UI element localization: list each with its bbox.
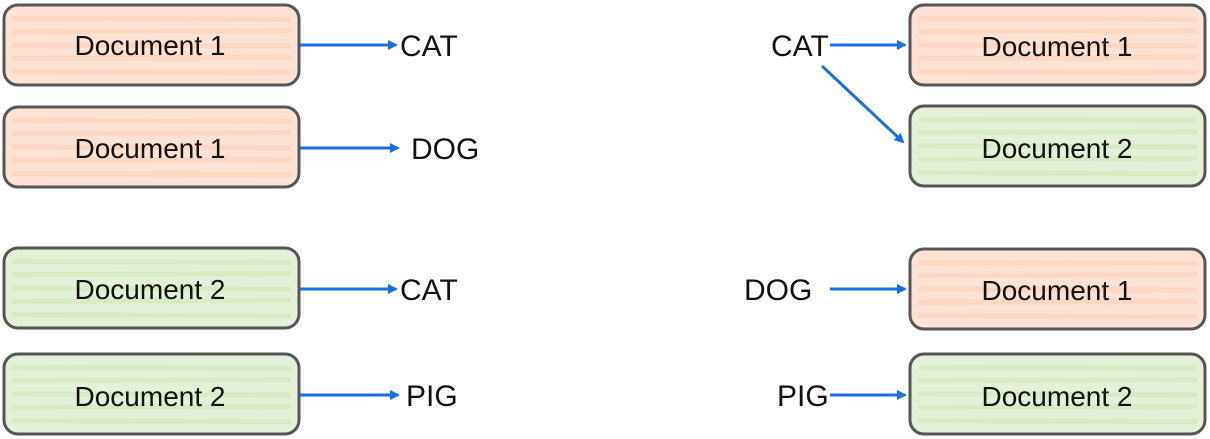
- left-row: Document 1 CAT: [2, 3, 458, 87]
- fill-stripe: [917, 313, 1198, 320]
- document-label: Document 1: [982, 275, 1133, 306]
- document-label: Document 1: [75, 133, 226, 164]
- left-row: Document 2 CAT: [2, 246, 458, 330]
- fill-stripe: [11, 418, 292, 425]
- fill-stripe: [11, 15, 292, 22]
- fill-stripe: [11, 364, 292, 371]
- fill-stripe: [917, 155, 1198, 162]
- fill-stripe: [11, 297, 292, 304]
- fill-stripe: [917, 129, 1198, 136]
- fill-stripe: [917, 259, 1198, 266]
- inverted-index-panel: CAT DOG PIG Document 1 Document 2 Docume…: [744, 3, 1207, 436]
- document-box: Document 1: [2, 105, 301, 189]
- fill-stripe: [11, 171, 292, 178]
- fill-stripe: [917, 391, 1198, 398]
- fill-stripe: [11, 156, 292, 163]
- fill-stripe: [917, 28, 1198, 35]
- term-label: CAT: [400, 274, 458, 307]
- fill-stripe: [917, 42, 1198, 49]
- document-label: Document 2: [982, 133, 1133, 164]
- fill-stripe: [11, 377, 292, 384]
- fill-stripe: [917, 143, 1198, 150]
- arrow: [820, 64, 905, 144]
- fill-stripe: [917, 298, 1198, 305]
- left-row: Document 2 PIG: [2, 352, 458, 436]
- fill-stripe: [11, 285, 292, 292]
- document-box: Document 1: [2, 3, 301, 87]
- document-box: Document 2: [2, 246, 301, 330]
- term-label: CAT: [771, 30, 829, 63]
- document-label: Document 2: [982, 381, 1133, 412]
- document-label: Document 2: [75, 274, 226, 305]
- document-box: Document 1: [908, 247, 1207, 331]
- document-label: Document 1: [75, 30, 226, 61]
- term-label: PIG: [777, 380, 829, 413]
- fill-stripe: [11, 42, 292, 49]
- fill-stripe: [11, 69, 292, 76]
- fill-stripe: [917, 54, 1198, 61]
- fill-stripe: [11, 258, 292, 265]
- term-label: CAT: [400, 30, 458, 63]
- left-row: Document 1 DOG: [2, 105, 479, 189]
- fill-stripe: [917, 15, 1198, 22]
- fill-stripe: [11, 312, 292, 319]
- fill-stripe: [11, 117, 292, 124]
- fill-stripe: [917, 377, 1198, 384]
- fill-stripe: [917, 286, 1198, 293]
- document-box: Document 1: [908, 3, 1207, 87]
- document-label: Document 1: [982, 31, 1133, 62]
- fill-stripe: [11, 144, 292, 151]
- fill-stripe: [917, 272, 1198, 279]
- fill-stripe: [917, 170, 1198, 177]
- document-box: Document 2: [2, 352, 301, 436]
- fill-stripe: [11, 271, 292, 278]
- document-label: Document 2: [75, 381, 226, 412]
- fill-stripe: [917, 418, 1198, 425]
- fill-stripe: [917, 364, 1198, 371]
- fill-stripe: [11, 130, 292, 137]
- fill-stripe: [11, 54, 292, 61]
- document-box: Document 2: [908, 104, 1207, 188]
- fill-stripe: [11, 28, 292, 35]
- document-box: Document 2: [908, 352, 1207, 436]
- fill-stripe: [917, 116, 1198, 123]
- fill-stripe: [11, 403, 292, 410]
- forward-index-panel: Document 1 CAT Document 1 DOG Document 2…: [2, 3, 479, 436]
- term-label: DOG: [411, 133, 479, 166]
- fill-stripe: [11, 391, 292, 398]
- fill-stripe: [917, 69, 1198, 76]
- term-label: PIG: [406, 380, 458, 413]
- term-label: DOG: [744, 274, 812, 307]
- fill-stripe: [917, 403, 1198, 410]
